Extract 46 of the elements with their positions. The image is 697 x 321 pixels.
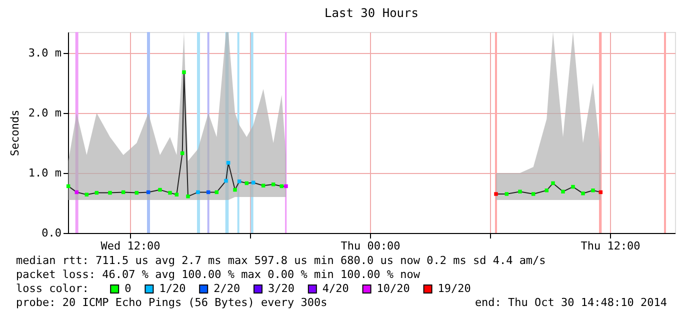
text: end: Thu Oct 30 14:48:10 2014 [474, 296, 668, 309]
point [544, 188, 549, 192]
y-axis-title: Seconds [8, 110, 22, 156]
point [174, 192, 179, 196]
point [237, 180, 242, 184]
point [261, 184, 266, 188]
point [551, 181, 555, 186]
legend-label: 0 [124, 282, 132, 295]
legend-label: 1/20 [159, 282, 186, 295]
point [518, 190, 522, 194]
y-tick-label: 1.0 m [28, 166, 62, 180]
legend-label: 3/20 [268, 282, 294, 295]
legend-label: 2/20 [214, 282, 240, 295]
point [591, 188, 595, 192]
point [158, 188, 162, 192]
point [186, 194, 190, 198]
point [108, 190, 112, 195]
x-tick-label: Thu 12:00 [580, 240, 640, 252]
point [531, 192, 536, 196]
point [233, 188, 237, 192]
x-tick-label: Wed 12:00 [100, 240, 160, 252]
legend-label: 19/20 [438, 282, 471, 295]
text: probe: 20 ICMP Echo Pings (56 Bytes) every 300s [16, 296, 328, 309]
point [504, 192, 509, 196]
chart-title: Last 30 Hours [324, 6, 418, 20]
point [251, 180, 256, 184]
point [561, 190, 565, 194]
point [182, 70, 186, 74]
text: median rtt: 711.5 us avg 2.7 ms max 597.8 us min 680.0 us now 0.2 ms sd 4.4 am/s [16, 254, 546, 267]
x-tick-label: Thu 00:00 [340, 240, 400, 252]
text: packet loss: 46.07 % avg 100.00 % max 0.00 % min 100.00 % now [16, 268, 420, 281]
point [494, 192, 498, 196]
point [168, 190, 172, 195]
point [271, 182, 276, 186]
y-tick-label: 2.0 m [28, 106, 62, 120]
point [571, 184, 575, 189]
point [84, 192, 89, 196]
point [284, 184, 288, 188]
legend-label: 10/20 [376, 282, 410, 295]
point [581, 192, 585, 196]
y-tick-label: 3.0 m [28, 46, 62, 60]
y-tick-label: 0.0 [42, 226, 62, 240]
point [224, 178, 228, 183]
point [196, 190, 200, 194]
legend-label: 4/20 [322, 282, 349, 295]
legend-title: loss color: [16, 282, 89, 295]
